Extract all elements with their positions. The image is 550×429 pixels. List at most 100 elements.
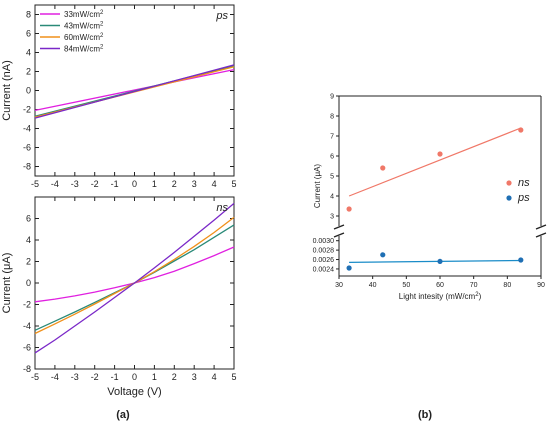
x-tick-label: 3 (192, 179, 197, 189)
x-tick-label: 50 (402, 282, 410, 289)
y-tick-label-upper: 6 (330, 154, 334, 161)
x-tick-label: -1 (111, 372, 119, 382)
caption-b: (b) (418, 409, 432, 421)
y-tick-label: -2 (23, 300, 31, 310)
panel-label: ps (215, 10, 228, 22)
fit-line-ns (348, 127, 522, 197)
data-point-ns (518, 127, 524, 133)
x-axis-label-end: ) (479, 292, 482, 301)
y-tick-label: 2 (26, 257, 31, 267)
x-tick-label: -5 (31, 372, 39, 382)
legend-text: 60mW/cm (64, 33, 100, 42)
y-tick-label: 4 (26, 235, 31, 245)
x-tick-label: 2 (172, 179, 177, 189)
legend-label-1: 33mW/cm2 (64, 10, 104, 19)
y-tick-label-upper: 4 (330, 194, 334, 201)
x-tick-label: 90 (537, 282, 545, 289)
y-axis-label: Current (μA) (313, 164, 322, 209)
axis-break-mark-1 (333, 224, 345, 230)
y-tick-label: 6 (26, 29, 31, 39)
data-point-ps (518, 257, 524, 263)
axis-break-mark-2 (535, 232, 547, 238)
fit-line-ps (349, 259, 521, 263)
y-tick-label: 6 (26, 214, 31, 224)
y-tick-label: -6 (23, 343, 31, 353)
x-tick-label: 5 (231, 372, 236, 382)
x-tick-label: 40 (369, 282, 377, 289)
data-point-ps (437, 258, 443, 265)
x-axis-label: Voltage (V) (107, 386, 161, 398)
x-tick-label: -2 (91, 179, 99, 189)
x-axis-label-superscript: 2 (475, 292, 479, 298)
x-axis-label: Light intesity (mW/cm2) (399, 292, 482, 301)
x-tick-label: 1 (152, 372, 157, 382)
y-tick-label-lower: 0.0024 (313, 266, 335, 273)
legend-label-2: 43mW/cm2 (64, 22, 104, 31)
legend-label-4: 84mW/cm2 (64, 45, 104, 54)
legend-superscript: 2 (100, 33, 104, 39)
y-tick-label: -4 (23, 321, 31, 331)
legend-label-ps: ps (517, 192, 530, 204)
legend-label-3: 60mW/cm2 (64, 33, 104, 42)
series-line-4 (34, 64, 235, 119)
data-point-ps (380, 252, 386, 258)
x-tick-label: 2 (172, 372, 177, 382)
y-tick-label: -4 (23, 124, 31, 134)
x-tick-label: 70 (470, 282, 478, 289)
x-tick-label: 0 (132, 372, 137, 382)
y-tick-label: -6 (23, 143, 31, 153)
panel-a-bottom: -5 -4 -3 -2 -1 0 1 2 3 4 5 -8 -6 -4 -2 0 2 4 6 ns Current (μ… (1, 196, 237, 398)
data-point-ps (346, 265, 352, 271)
y-tick-label-lower: 0.0026 (313, 257, 335, 264)
series-line-1 (34, 246, 235, 303)
x-tick-label: -4 (51, 179, 59, 189)
legend-superscript: 2 (100, 22, 104, 28)
x-tick-label: 5 (231, 179, 236, 189)
x-tick-label: 1 (152, 179, 157, 189)
y-tick-label-lower: 0.0030 (313, 238, 335, 245)
y-tick-label-upper: 3 (330, 214, 334, 221)
legend-text: 84mW/cm (64, 45, 100, 54)
y-tick-label: 2 (26, 67, 31, 77)
legend-text: 43mW/cm (64, 22, 100, 31)
panel-a-top: -5 -4 -3 -2 -1 0 1 2 3 4 5 -8 -6 -4 -2 0 2 4 6 8 ps Current (… (1, 4, 237, 189)
axis-break-mark-1 (333, 232, 345, 238)
series-line-2 (34, 224, 235, 331)
y-tick-label-lower: 0.0028 (313, 248, 335, 255)
legend-marker-ns (506, 180, 512, 186)
x-tick-label: -4 (51, 372, 59, 382)
data-point-ns (346, 206, 352, 212)
x-tick-label: 60 (436, 282, 444, 289)
x-tick-label: -3 (71, 372, 79, 382)
x-tick-label: -5 (31, 179, 39, 189)
x-tick-label: -1 (111, 179, 119, 189)
x-tick-label: 4 (212, 179, 217, 189)
data-point-ns (380, 165, 386, 171)
panel-label: ns (216, 202, 228, 214)
y-axis-label: Current (nA) (1, 60, 13, 121)
y-tick-label: 0 (26, 86, 31, 96)
y-tick-label-upper: 7 (330, 134, 334, 141)
y-tick-label-upper: 5 (330, 174, 334, 181)
panel-b: 30 40 50 60 70 80 90 3 4 5 6 7 8 9 0.0024 0.0026 0.0028 0… (313, 94, 547, 301)
y-tick-label: -8 (23, 162, 31, 172)
x-tick-label: 30 (335, 282, 343, 289)
x-tick-label: 3 (192, 372, 197, 382)
x-axis-label-text: Light intesity (mW/cm (399, 292, 476, 301)
y-tick-label-upper: 8 (330, 114, 334, 121)
y-tick-label: 4 (26, 48, 31, 58)
x-tick-label: 4 (212, 372, 217, 382)
legend-label-ns: ns (518, 177, 530, 189)
series-line-4 (34, 202, 235, 354)
data-point-ns (437, 151, 443, 157)
x-tick-label: 0 (132, 179, 137, 189)
y-tick-label-upper: 9 (330, 94, 334, 101)
caption-a: (a) (116, 409, 130, 421)
series-line-1 (34, 68, 235, 112)
x-tick-label: 80 (503, 282, 511, 289)
x-tick-label: -3 (71, 179, 79, 189)
y-tick-label: 8 (26, 10, 31, 20)
legend-superscript: 2 (100, 45, 104, 51)
y-tick-label: -2 (23, 105, 31, 115)
y-axis-label: Current (μA) (1, 253, 13, 314)
